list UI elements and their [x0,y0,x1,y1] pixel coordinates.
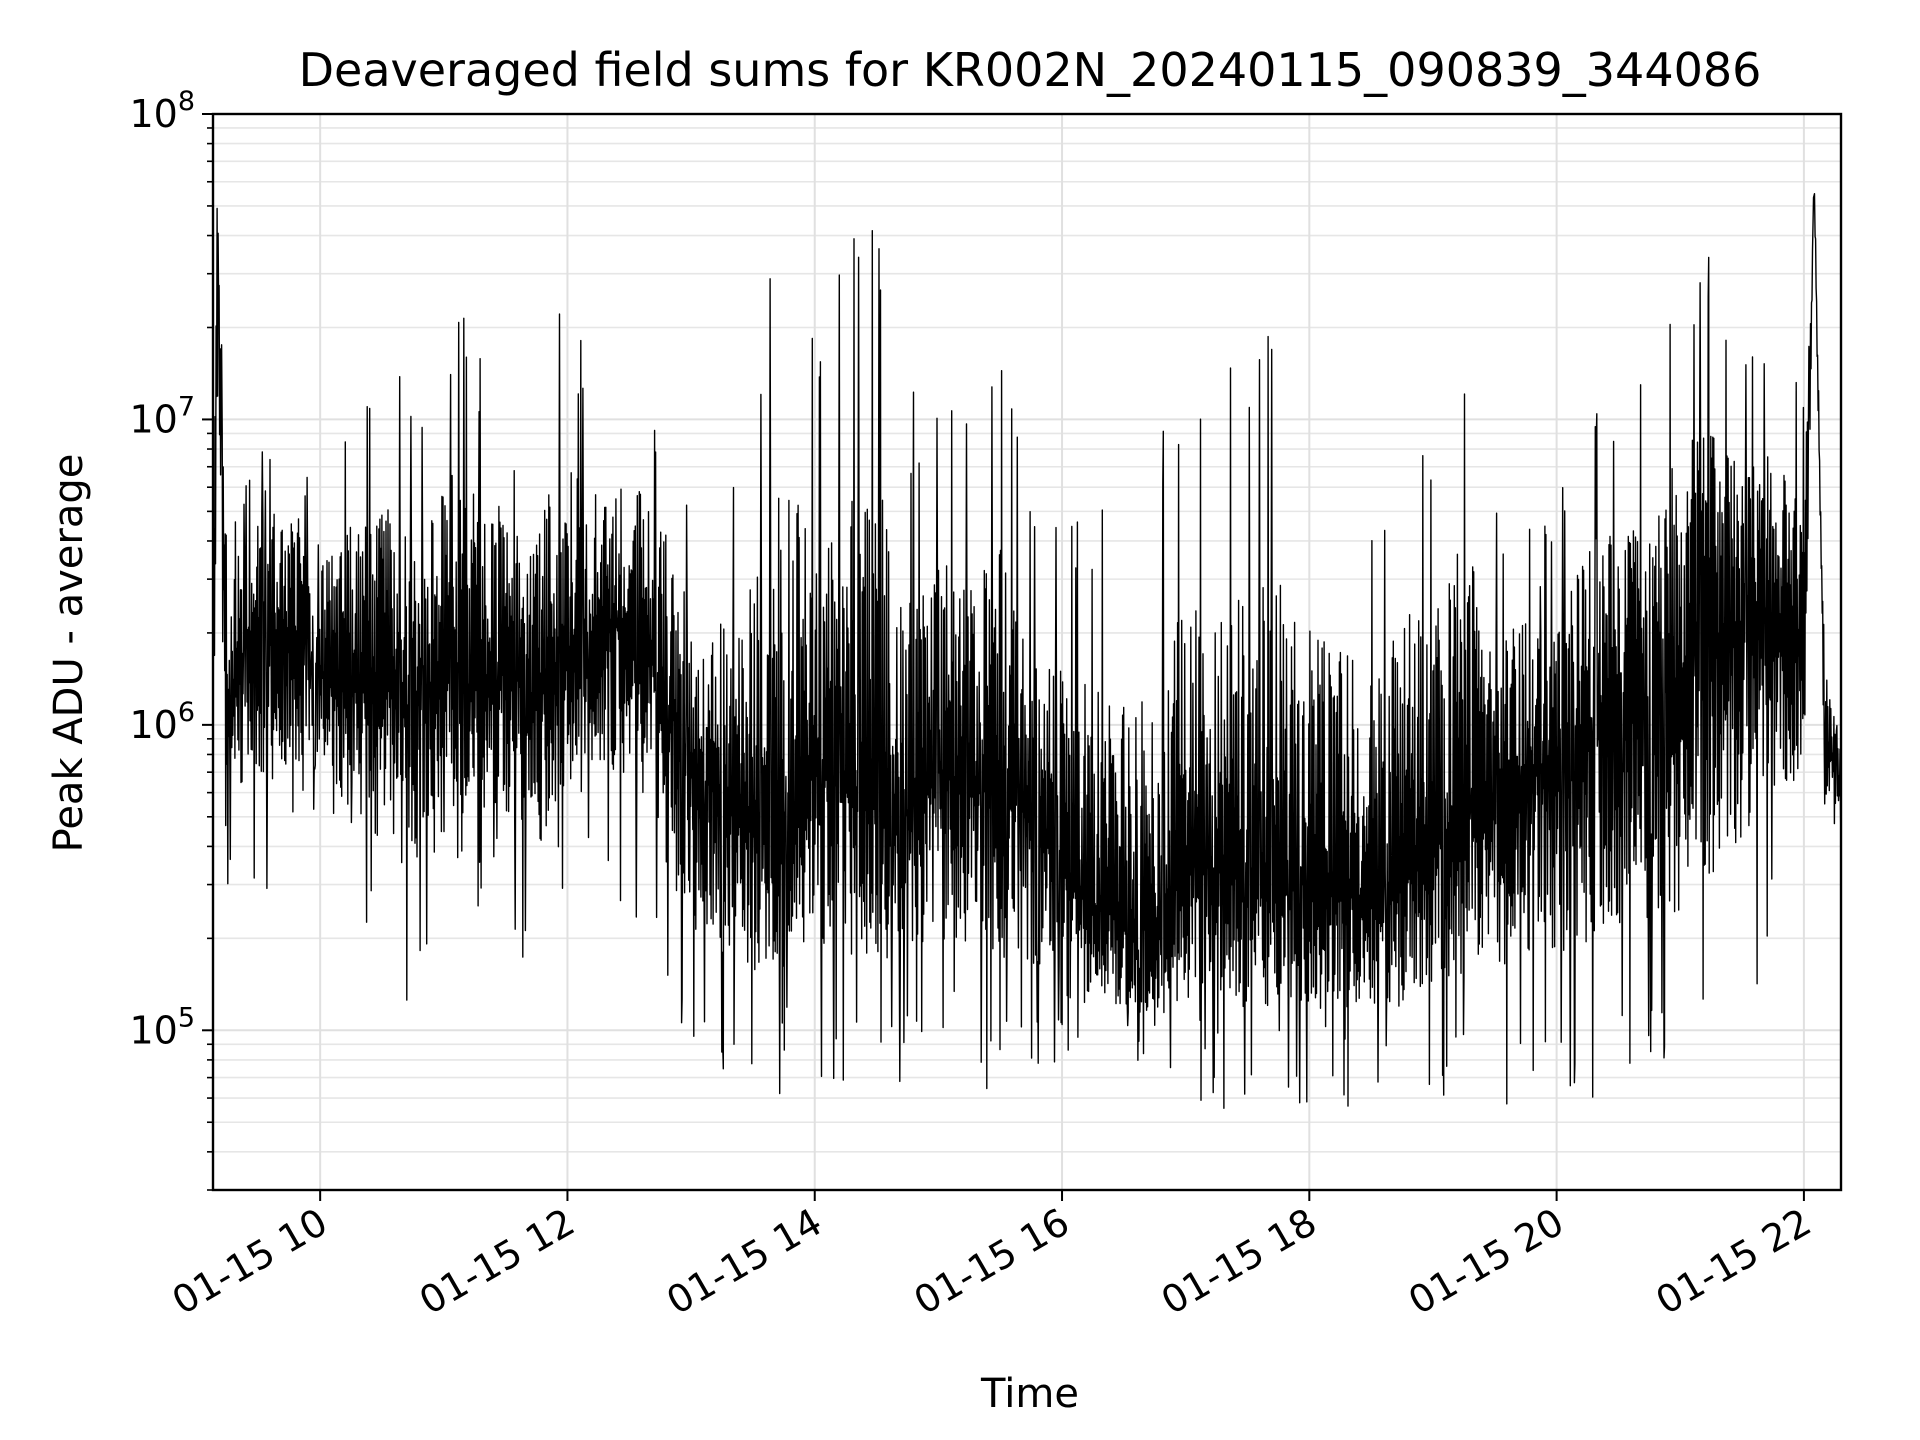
plot-frame [211,112,1843,1192]
series-line [212,193,1842,1109]
chart-title: Deaveraged field sums for KR002N_2024011… [299,43,1762,97]
tick-marks [202,113,1805,1201]
series-layer [212,193,1842,1109]
y-tick-label: 106 [129,697,195,747]
y-tick-label: 105 [129,1002,195,1052]
y-tick-label: 108 [129,86,195,136]
y-axis-title: Peak ADU - average [46,454,92,853]
x-axis-title: Time [980,1371,1079,1417]
y-tick-label: 107 [129,391,195,441]
